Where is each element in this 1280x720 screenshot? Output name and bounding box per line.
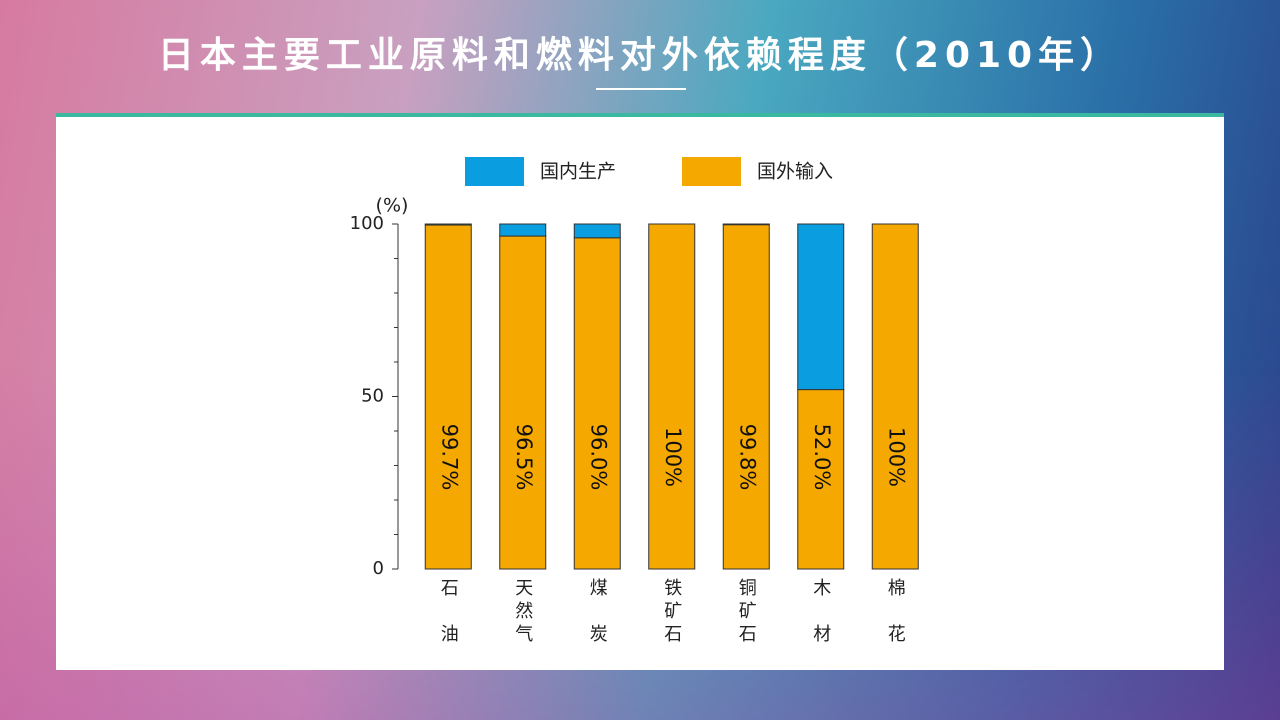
x-tick-label: 天然气 xyxy=(512,578,533,647)
bar-segment xyxy=(573,223,621,239)
value-label: 52.0% xyxy=(810,424,834,491)
x-tick-label: 棉花 xyxy=(885,578,906,670)
y-axis-label: (%) xyxy=(376,195,409,217)
legend-swatch xyxy=(682,157,741,186)
legend-label: 国外输入 xyxy=(757,161,833,183)
bar-segment xyxy=(722,224,770,570)
y-tick-label: 100 xyxy=(350,213,384,234)
bar-segment xyxy=(424,224,472,570)
y-tick-label: 0 xyxy=(373,558,384,579)
bar-segment xyxy=(499,235,547,570)
x-tick-label: 煤炭 xyxy=(587,578,608,670)
x-tick-label: 石油 xyxy=(438,578,459,670)
legend-label: 国内生产 xyxy=(540,161,616,183)
value-label: 99.8% xyxy=(735,424,759,491)
bar-segment xyxy=(797,223,845,391)
bar-segment xyxy=(424,223,472,226)
x-tick-label: 木材 xyxy=(810,578,831,670)
x-tick-label: 铜矿石 xyxy=(736,578,757,647)
bar-segment xyxy=(871,223,919,570)
chart-panel xyxy=(56,113,1224,670)
value-label: 96.5% xyxy=(512,424,536,491)
legend-swatch xyxy=(465,157,524,186)
value-label: 96.0% xyxy=(586,424,610,491)
value-label: 100% xyxy=(884,427,908,487)
panel-top-border xyxy=(56,113,1224,117)
bar-segment xyxy=(573,237,621,570)
value-label: 100% xyxy=(661,427,685,487)
bar-segment xyxy=(722,223,770,226)
x-tick-label: 铁矿石 xyxy=(661,578,682,647)
y-tick-label: 50 xyxy=(361,386,384,407)
slide-title: 日本主要工业原料和燃料对外依赖程度（2010年） xyxy=(158,35,1122,76)
bar-segment xyxy=(499,223,547,237)
bar-segment xyxy=(648,223,696,570)
value-label: 99.7% xyxy=(437,424,461,491)
